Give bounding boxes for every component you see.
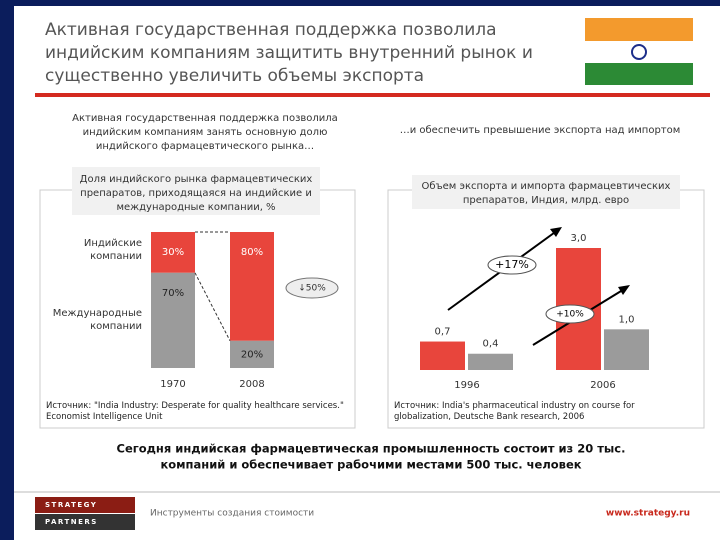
- chart-title: препаратов, Индия, млрд. евро: [463, 195, 629, 206]
- value-label: 20%: [241, 349, 263, 360]
- bar-segment: [151, 232, 195, 273]
- bar-segment: [230, 340, 274, 368]
- left-panel: [39, 189, 356, 429]
- flag-chakra: [631, 44, 647, 60]
- chart-title-bg: [412, 175, 680, 209]
- chart-title-bg: [72, 167, 320, 215]
- arrow-head: [550, 227, 562, 237]
- x-tick-label: 2006: [590, 380, 615, 391]
- chart-title: Объем экспорта и импорта фармацевтически…: [422, 181, 671, 192]
- arrow-head: [618, 285, 630, 295]
- bar: [420, 341, 465, 370]
- chart-title: препаратов, приходящаяся на индийские и: [80, 188, 312, 199]
- x-tick-label: 1996: [454, 380, 479, 391]
- right-panel: [387, 189, 705, 429]
- source: Источник: "India Industry: Desperate for…: [46, 401, 344, 422]
- bar: [604, 329, 649, 370]
- bar: [468, 353, 513, 370]
- caption: …и обеспечить превышение экспорта над им…: [400, 125, 681, 136]
- value-label: 70%: [162, 288, 184, 299]
- caption-line: индийского фармацевтического рынка…: [96, 141, 314, 152]
- title-line: существенно увеличить объемы экспорта: [45, 66, 424, 86]
- chart-title: международные компании, %: [116, 202, 275, 213]
- annotation: +17%: [495, 258, 529, 271]
- title-line: Активная государственная поддержка позво…: [45, 20, 497, 40]
- logo-text: PARTNERS: [45, 518, 98, 526]
- conclusion-line: компаний и обеспечивает рабочими местами…: [160, 458, 581, 472]
- bar-segment: [230, 232, 274, 341]
- logo-text: STRATEGY: [45, 501, 97, 509]
- x-tick-label: 1970: [160, 379, 185, 390]
- chart-title: Доля индийского рынка фармацевтических: [80, 174, 313, 185]
- x-tick-label: 2008: [239, 379, 264, 390]
- value-label: 0,7: [435, 327, 451, 338]
- value-label: 80%: [241, 247, 263, 258]
- connector: [194, 272, 231, 342]
- series-label: Международные компании: [52, 308, 142, 332]
- value-label: 0,4: [483, 339, 499, 350]
- conclusion-line: Сегодня индийская фармацевтическая промы…: [117, 442, 626, 456]
- caption-line: индийским компаниям занять основную долю: [83, 127, 328, 138]
- flag-white: [585, 41, 693, 63]
- source: Источник: India's pharmaceutical industr…: [394, 401, 635, 422]
- top-border: [0, 0, 720, 6]
- annotation: ↓50%: [298, 284, 326, 294]
- annotation: +10%: [556, 310, 584, 320]
- caption-line: Активная государственная поддержка позво…: [72, 113, 338, 124]
- value-label: 1,0: [619, 314, 635, 325]
- annotation-badge: [487, 255, 537, 275]
- bar-segment: [151, 272, 195, 368]
- url: www.strategy.ru: [606, 509, 690, 519]
- logo-bottom: [35, 514, 135, 530]
- title-line: индийским компаниям защитить внутренний …: [45, 43, 533, 63]
- annotation-badge: [545, 304, 595, 324]
- flag-saffron: [585, 18, 693, 41]
- series-label: Индийские компании: [83, 238, 142, 262]
- tagline: Инструменты создания стоимости: [150, 509, 314, 519]
- logo-top: [35, 497, 135, 513]
- value-label: 3,0: [571, 233, 587, 244]
- annotation-badge: [285, 277, 339, 299]
- value-label: 30%: [162, 247, 184, 258]
- flag-green: [585, 63, 693, 85]
- left-border: [0, 0, 14, 540]
